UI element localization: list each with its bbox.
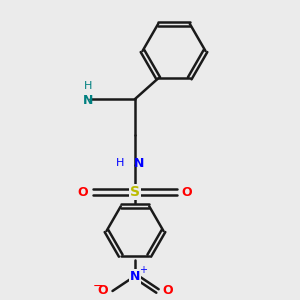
Text: O: O: [98, 284, 108, 298]
Text: O: O: [162, 284, 172, 298]
Text: N: N: [83, 94, 94, 107]
Text: −: −: [92, 280, 103, 293]
Text: S: S: [130, 185, 140, 199]
Text: +: +: [140, 265, 147, 275]
Text: O: O: [182, 185, 192, 199]
Text: N: N: [134, 157, 144, 170]
Text: H: H: [116, 158, 124, 169]
Text: H: H: [84, 81, 93, 91]
Text: N: N: [130, 269, 140, 283]
Text: O: O: [78, 185, 88, 199]
